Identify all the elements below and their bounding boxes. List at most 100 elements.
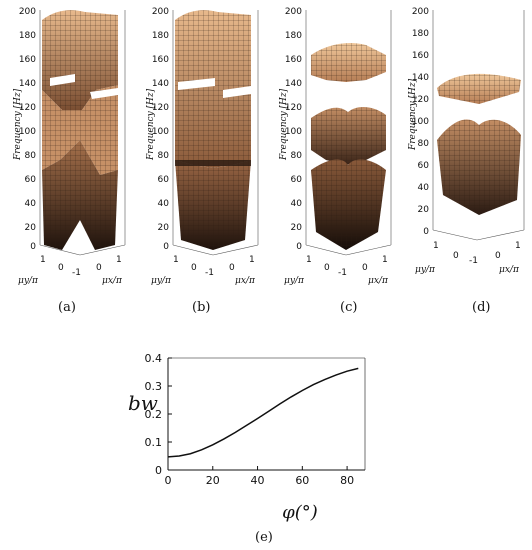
tick-label: 40 bbox=[418, 183, 430, 193]
panel-b-plot: 200 180 160 140 120 100 80 60 40 20 0 Fr… bbox=[146, 7, 259, 286]
tick-label: 0 bbox=[191, 263, 197, 273]
tick-label: 0 bbox=[96, 263, 102, 273]
tick-label: 120 bbox=[152, 103, 169, 113]
y-tick-label: 0.3 bbox=[145, 380, 163, 393]
tick-label: 1 bbox=[116, 255, 122, 265]
tick-label: 0 bbox=[296, 242, 302, 252]
tick-label: 1 bbox=[40, 255, 46, 265]
x-tick-label: 80 bbox=[340, 474, 354, 487]
panel-c-plot: 200 180 160 140 120 100 80 60 40 20 0 Fr… bbox=[279, 7, 392, 286]
tick-label: 200 bbox=[19, 7, 36, 17]
mu-y-label: μy/π bbox=[415, 265, 436, 275]
chart-e: 0 20 40 60 80 0 0.1 0.2 0.3 0.4 φ(°) bw bbox=[128, 352, 366, 523]
mu-x-label: μx/π bbox=[368, 276, 389, 286]
tick-label: 0 bbox=[30, 242, 36, 252]
panel-e-label: (e) bbox=[255, 530, 273, 545]
y-axis-label: Frequency [Hz] bbox=[408, 78, 418, 151]
tick-label: 140 bbox=[285, 79, 302, 89]
mu-y-label: μy/π bbox=[284, 276, 305, 286]
tick-label: 60 bbox=[25, 175, 37, 185]
tick-label: 100 bbox=[19, 127, 36, 137]
y-axis-label: Frequency [Hz] bbox=[146, 88, 156, 161]
mu-x-label: μx/π bbox=[235, 276, 256, 286]
tick-label: 0 bbox=[453, 251, 459, 261]
y-axis-label: bw bbox=[128, 391, 158, 415]
tick-label: 0 bbox=[163, 242, 169, 252]
tick-label: 20 bbox=[291, 223, 303, 233]
tick-label: 40 bbox=[25, 199, 37, 209]
tick-label: 180 bbox=[152, 31, 169, 41]
tick-label: 40 bbox=[291, 199, 303, 209]
tick-label: 1 bbox=[249, 255, 255, 265]
mu-y-label: μy/π bbox=[151, 276, 172, 286]
tick-label: 80 bbox=[158, 151, 170, 161]
tick-label: 0 bbox=[58, 263, 64, 273]
tick-label: 1 bbox=[515, 241, 521, 251]
mu-y-label: μy/π bbox=[18, 276, 39, 286]
panel-a-plot: 200 180 160 140 120 100 80 60 40 20 0 Fr… bbox=[13, 7, 126, 286]
tick-label: 200 bbox=[285, 7, 302, 17]
panel-a-label: (a) bbox=[58, 300, 76, 315]
tick-label: 200 bbox=[412, 7, 429, 17]
tick-label: 20 bbox=[418, 205, 430, 215]
panel-d-plot: 200 180 160 140 120 100 80 60 40 20 0 Fr… bbox=[408, 7, 525, 275]
tick-label: 120 bbox=[19, 103, 36, 113]
tick-label: 0 bbox=[495, 251, 501, 261]
tick-label: 60 bbox=[158, 175, 170, 185]
y-axis-label: Frequency [Hz] bbox=[279, 88, 289, 161]
x-tick-label: 0 bbox=[165, 474, 172, 487]
tick-label: 80 bbox=[418, 139, 430, 149]
tick-label: 20 bbox=[158, 223, 170, 233]
x-tick-label: 20 bbox=[206, 474, 220, 487]
tick-label: 60 bbox=[291, 175, 303, 185]
y-tick-label: 0.1 bbox=[145, 436, 163, 449]
panel-d-ticks: 200 180 160 140 120 100 80 60 40 20 0 bbox=[412, 7, 429, 237]
tick-label: 80 bbox=[291, 151, 303, 161]
tick-label: 40 bbox=[158, 199, 170, 209]
tick-label: 100 bbox=[152, 127, 169, 137]
tick-label: 1 bbox=[433, 241, 439, 251]
mu-x-label: μx/π bbox=[499, 265, 520, 275]
tick-label: 60 bbox=[418, 161, 430, 171]
tick-label: 100 bbox=[285, 127, 302, 137]
series-line bbox=[167, 367, 359, 458]
panel-b-ticks: 200 180 160 140 120 100 80 60 40 20 0 bbox=[152, 7, 169, 252]
y-tick-label: 0.2 bbox=[145, 408, 163, 421]
tick-label: 0 bbox=[229, 263, 235, 273]
tick-label: 180 bbox=[19, 31, 36, 41]
chart-axes: 0 20 40 60 80 0 0.1 0.2 0.3 0.4 bbox=[145, 352, 366, 487]
tick-label: 0 bbox=[423, 227, 429, 237]
panel-a-ticks: 200 180 160 140 120 100 80 60 40 20 0 bbox=[19, 7, 36, 252]
tick-label: 120 bbox=[412, 95, 429, 105]
tick-label: 200 bbox=[152, 7, 169, 17]
panel-d: 200 180 160 140 120 100 80 60 40 20 0 Fr… bbox=[399, 0, 532, 300]
tick-label: 140 bbox=[152, 79, 169, 89]
tick-label: 120 bbox=[285, 103, 302, 113]
tick-label: 100 bbox=[412, 117, 429, 127]
panel-b-label: (b) bbox=[192, 300, 211, 315]
tick-label: 1 bbox=[173, 255, 179, 265]
tick-label: 140 bbox=[412, 73, 429, 83]
panel-b: 200 180 160 140 120 100 80 60 40 20 0 Fr… bbox=[133, 0, 266, 300]
panel-a: 200 180 160 140 120 100 80 60 40 20 0 Fr… bbox=[0, 0, 133, 300]
mu-x-label: μx/π bbox=[102, 276, 123, 286]
panel-c: 200 180 160 140 120 100 80 60 40 20 0 Fr… bbox=[266, 0, 399, 300]
tick-label: -1 bbox=[338, 268, 347, 278]
y-tick-label: 0.4 bbox=[145, 352, 163, 365]
tick-label: 180 bbox=[412, 29, 429, 39]
tick-label: 0 bbox=[324, 263, 330, 273]
x-axis-label: φ(°) bbox=[282, 502, 318, 523]
tick-label: 0 bbox=[362, 263, 368, 273]
y-axis-label: Frequency [Hz] bbox=[13, 88, 23, 161]
tick-label: -1 bbox=[469, 256, 478, 266]
tick-label: 160 bbox=[285, 55, 302, 65]
tick-label: 160 bbox=[412, 51, 429, 61]
tick-label: 20 bbox=[25, 223, 37, 233]
tick-label: 1 bbox=[382, 255, 388, 265]
panel-c-label: (c) bbox=[340, 300, 358, 315]
tick-label: -1 bbox=[205, 268, 214, 278]
panel-d-label: (d) bbox=[472, 300, 491, 315]
y-tick-label: 0 bbox=[155, 464, 162, 477]
tick-label: -1 bbox=[72, 268, 81, 278]
panel-c-ticks: 200 180 160 140 120 100 80 60 40 20 0 bbox=[285, 7, 302, 252]
